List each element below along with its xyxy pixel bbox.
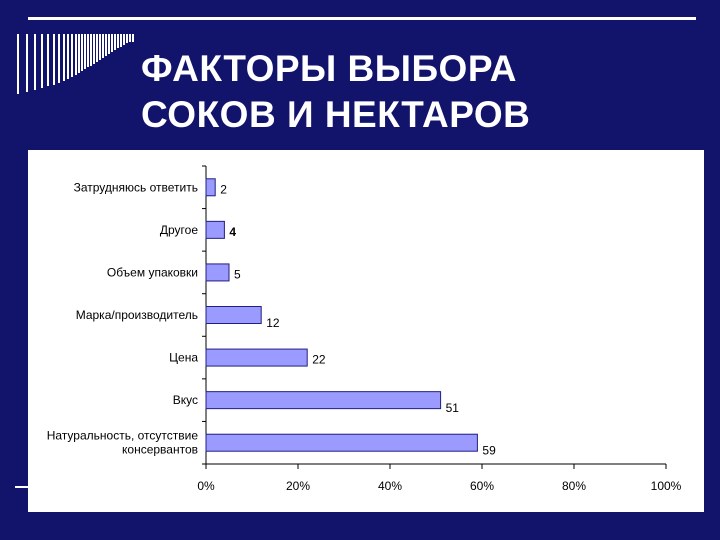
decorative-stripe — [34, 34, 36, 91]
data-label: 59 — [482, 444, 496, 458]
decorative-stripe — [126, 34, 128, 43]
slide-title: ФАКТОРЫ ВЫБОРА СОКОВ И НЕКТАРОВ — [141, 46, 530, 138]
decorative-stripe — [123, 34, 125, 45]
bar — [205, 178, 216, 197]
bar — [205, 433, 478, 452]
category-label: Объем упаковки — [107, 265, 198, 279]
left-stub-line — [15, 486, 28, 488]
data-label: 22 — [312, 353, 326, 367]
decorative-stripe — [71, 34, 73, 77]
decorative-stripe — [58, 34, 60, 83]
decorative-stripe — [53, 34, 55, 85]
category-label: Другое — [160, 223, 198, 237]
decorative-stripe — [102, 34, 104, 58]
x-tick-label: 80% — [562, 479, 586, 493]
decorative-stripe — [87, 34, 89, 68]
decorative-stripe — [90, 34, 92, 66]
bar — [205, 306, 262, 324]
top-decorative-line — [28, 17, 696, 20]
decorative-stripe — [132, 34, 134, 42]
chart-panel: 0% 20% 40% 60% 80% 100% Затрудняюсь ответить 2 Д… — [28, 150, 704, 512]
decorative-stripe — [99, 34, 101, 60]
category-label: Затрудняюсь ответить — [74, 180, 198, 194]
decorative-stripe — [120, 34, 122, 47]
category-label: Натуральность, отсутствие — [47, 429, 199, 443]
x-tick-label: 100% — [651, 479, 682, 493]
decorative-stripe — [105, 34, 107, 56]
decorative-stripe — [129, 34, 131, 42]
bar-chart: 0% 20% 40% 60% 80% 100% Затрудняюсь ответить 2 Д… — [47, 165, 682, 493]
x-tick-label: 20% — [286, 479, 310, 493]
decorative-stripe — [78, 34, 80, 74]
decorative-stripe — [108, 34, 110, 55]
slide-title-line-2: СОКОВ И НЕКТАРОВ — [141, 94, 531, 135]
bar — [205, 348, 308, 367]
decorative-stripe — [81, 34, 83, 72]
decorative-stripe — [111, 34, 113, 53]
category-label: Цена — [169, 351, 198, 365]
decorative-stripe — [96, 34, 98, 62]
x-tick-label: 40% — [378, 479, 402, 493]
category-label: Марка/производитель — [76, 308, 198, 322]
x-tick-label: 60% — [470, 479, 494, 493]
bar — [205, 220, 225, 239]
data-label: 51 — [446, 401, 460, 415]
decorative-stripe — [67, 34, 69, 79]
data-label: 12 — [266, 316, 280, 330]
decorative-stripe — [93, 34, 95, 64]
slide-title-line-1: ФАКТОРЫ ВЫБОРА — [141, 48, 517, 89]
category-label: Вкус — [173, 393, 198, 407]
decorative-stripe — [26, 34, 28, 93]
decorative-stripe — [47, 34, 49, 87]
x-tick-label: 0% — [197, 479, 215, 493]
decorative-stripe — [75, 34, 77, 75]
decorative-stripe — [117, 34, 119, 49]
decorative-stripes — [17, 34, 137, 94]
category-label: консервантов — [122, 443, 198, 457]
decorative-stripe — [17, 34, 19, 94]
data-label: 5 — [234, 267, 241, 281]
data-label: 2 — [220, 182, 227, 196]
decorative-stripe — [63, 34, 65, 81]
decorative-stripe — [114, 34, 116, 51]
data-label: 4 — [229, 225, 236, 239]
decorative-stripe — [41, 34, 43, 89]
decorative-stripe — [84, 34, 86, 70]
bar — [205, 391, 442, 410]
bar — [205, 263, 230, 282]
